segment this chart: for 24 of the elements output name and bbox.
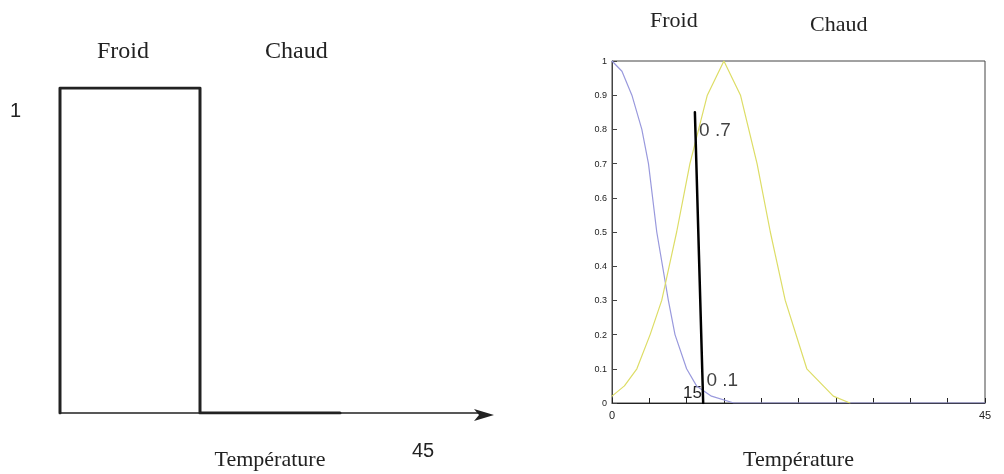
y-tick-label: 0.3 [594,295,607,306]
text: 1 [10,99,22,121]
y-tick-label: 0.6 [594,192,607,203]
y-tick-label: 0.7 [594,158,607,169]
line-series [611,60,851,404]
annotation: 15 [683,383,702,402]
y-tick-label: 0 [601,398,607,408]
text: Chaud [265,37,328,63]
y-tick-label: 0.2 [594,329,607,340]
y-tick-label: 0.8 [594,124,607,135]
text: Froid [650,6,698,32]
text: Froid [97,37,150,63]
y-tick-label: 0.5 [594,227,607,237]
text: 45 [412,439,435,461]
line-series [611,60,986,404]
y-tick-label: 1 [601,56,607,66]
annotation: 0 .7 [699,118,731,140]
text: Chaud [810,10,868,36]
annotation: 0 .1 [706,368,739,390]
x-axis-title: Température [214,445,326,471]
y-tick-label: 0.4 [594,261,607,272]
y-tick-label: 0.9 [594,90,607,101]
y-tick-label: 0.1 [594,363,607,374]
x-axis-title: Température [743,445,854,471]
